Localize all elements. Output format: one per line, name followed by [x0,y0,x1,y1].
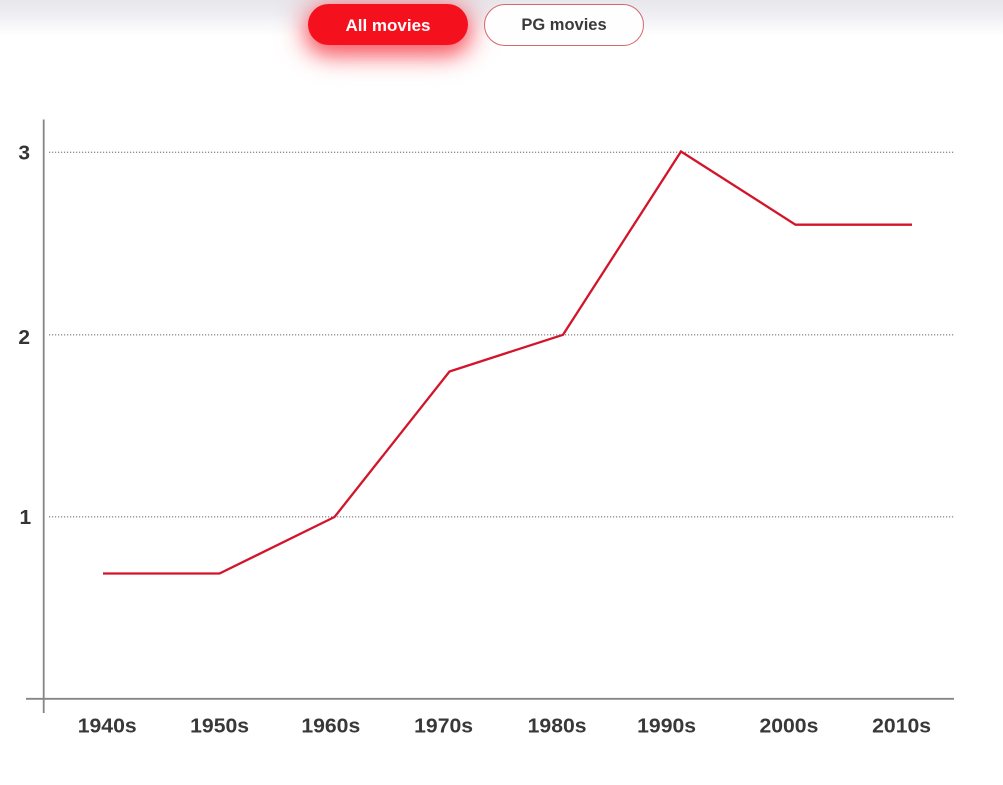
svg-text:2010s: 2010s [872,715,931,737]
svg-text:1960s: 1960s [301,715,360,737]
svg-text:3: 3 [18,142,30,164]
svg-text:1980s: 1980s [528,715,587,737]
svg-text:1: 1 [20,506,32,528]
svg-text:1970s: 1970s [414,715,473,737]
svg-text:2000s: 2000s [759,715,818,737]
svg-text:1940s: 1940s [78,715,137,737]
svg-text:1950s: 1950s [190,715,249,737]
svg-text:1990s: 1990s [637,715,696,737]
svg-text:2: 2 [18,326,30,348]
